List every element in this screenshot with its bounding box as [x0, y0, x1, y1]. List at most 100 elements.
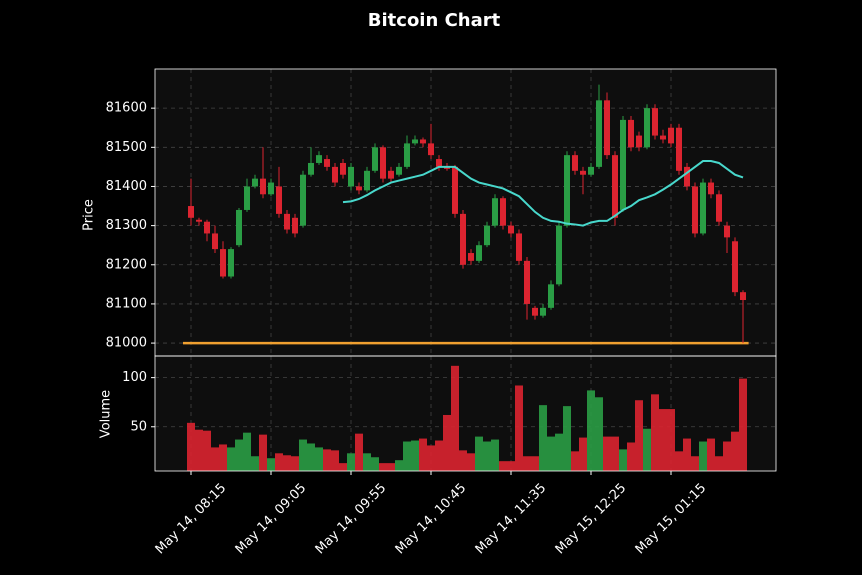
volume-bar	[219, 444, 227, 471]
candle-body	[372, 147, 378, 171]
y-tick-label: 81400	[106, 179, 147, 194]
volume-bar	[667, 409, 675, 471]
candle-body	[556, 225, 562, 285]
volume-bar	[427, 445, 435, 471]
candle-body	[612, 155, 618, 218]
volume-bar	[299, 439, 307, 471]
volume-bar	[443, 414, 451, 471]
candle-body	[276, 186, 282, 214]
candle-body	[460, 213, 466, 265]
y-tick-label: 81600	[106, 101, 147, 116]
volume-bar	[203, 430, 211, 471]
candle-body	[420, 139, 426, 144]
candle-body	[724, 225, 730, 238]
y-tick-label: 100	[122, 370, 147, 385]
volume-bar	[411, 440, 419, 471]
volume-bar	[563, 406, 571, 471]
volume-bar	[459, 450, 467, 471]
candle-body	[324, 159, 330, 167]
volume-bar	[635, 400, 643, 471]
candle-body	[732, 241, 738, 293]
candle-body	[652, 108, 658, 136]
volume-bar	[275, 453, 283, 471]
candle-body	[676, 127, 682, 171]
candle-body	[620, 119, 626, 210]
candle-body	[684, 166, 690, 187]
volume-bar	[683, 438, 691, 471]
candle-body	[364, 170, 370, 191]
volume-bar	[227, 447, 235, 471]
y-tick-label: 81000	[106, 336, 147, 351]
candle-body	[188, 206, 194, 218]
volume-bar	[451, 365, 459, 471]
candle-body	[596, 100, 602, 167]
candle-body	[220, 249, 226, 277]
volume-bar	[539, 405, 547, 471]
volume-bar	[387, 463, 395, 471]
volume-bar	[587, 390, 595, 471]
volume-bar	[715, 456, 723, 471]
volume-bar	[475, 436, 483, 471]
volume-frame	[154, 355, 777, 472]
candle-body	[564, 155, 570, 226]
candle-body	[332, 166, 338, 183]
volume-bar	[611, 436, 619, 471]
candle-body	[260, 178, 266, 195]
volume-bar	[707, 438, 715, 471]
y-tick-label: 81200	[106, 257, 147, 272]
candle-body	[580, 170, 586, 175]
candle-body	[436, 159, 442, 167]
volume-bar	[315, 447, 323, 471]
moving-average-line	[342, 160, 744, 227]
y-tick-label: 50	[130, 419, 147, 434]
volume-bar	[283, 455, 291, 471]
candle-body	[228, 249, 234, 277]
volume-bar	[251, 456, 259, 471]
y-tick-label: 81500	[106, 140, 147, 155]
candle-body	[716, 194, 722, 222]
candle-body	[636, 135, 642, 148]
candle-body	[292, 217, 298, 234]
candle-body	[340, 162, 346, 175]
volume-bar	[371, 457, 379, 471]
candle-body	[484, 225, 490, 246]
volume-bar	[339, 463, 347, 471]
candle-body	[380, 147, 386, 179]
candle-body	[740, 292, 746, 301]
volume-bar	[307, 443, 315, 471]
candle-body	[532, 307, 538, 316]
volume-bar	[723, 441, 731, 471]
candle-body	[700, 182, 706, 234]
volume-bar	[363, 453, 371, 471]
candle-body	[524, 260, 530, 304]
volume-bar	[515, 385, 523, 471]
y-tick-label: 81100	[106, 296, 147, 311]
volume-bar	[627, 442, 635, 471]
candle-body	[540, 307, 546, 316]
volume-bar	[731, 431, 739, 471]
volume-bar	[699, 441, 707, 471]
volume-bar	[355, 433, 363, 471]
candle-body	[212, 233, 218, 250]
volume-bar	[739, 378, 747, 471]
candle-body	[348, 166, 354, 187]
candle-body	[500, 198, 506, 226]
volume-bar	[419, 438, 427, 471]
volume-bar	[491, 439, 499, 471]
volume-bar	[651, 394, 659, 471]
volume-bar	[555, 433, 563, 471]
volume-bar	[595, 397, 603, 471]
volume-bar	[523, 456, 531, 471]
candle-body	[492, 198, 498, 226]
volume-bar	[395, 460, 403, 471]
candle-body	[644, 108, 650, 148]
candle-body	[388, 170, 394, 179]
candle-body	[452, 166, 458, 214]
volume-bar	[187, 422, 195, 471]
volume-bar	[291, 456, 299, 471]
candle-body	[508, 225, 514, 234]
volume-bar	[499, 461, 507, 471]
candle-body	[604, 100, 610, 156]
candle-body	[588, 166, 594, 175]
candle-body	[404, 143, 410, 167]
